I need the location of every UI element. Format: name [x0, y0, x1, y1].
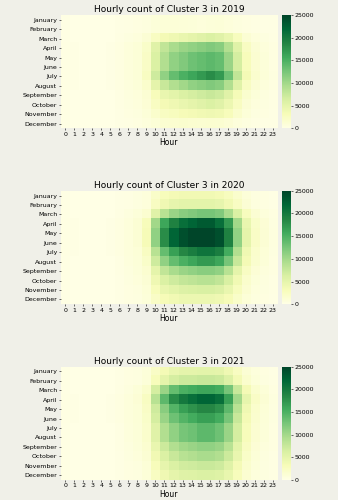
Title: Hourly count of Cluster 3 in 2021: Hourly count of Cluster 3 in 2021	[94, 357, 244, 366]
Title: Hourly count of Cluster 3 in 2019: Hourly count of Cluster 3 in 2019	[94, 5, 244, 14]
X-axis label: Hour: Hour	[160, 138, 178, 147]
X-axis label: Hour: Hour	[160, 490, 178, 499]
X-axis label: Hour: Hour	[160, 314, 178, 323]
Title: Hourly count of Cluster 3 in 2020: Hourly count of Cluster 3 in 2020	[94, 181, 244, 190]
